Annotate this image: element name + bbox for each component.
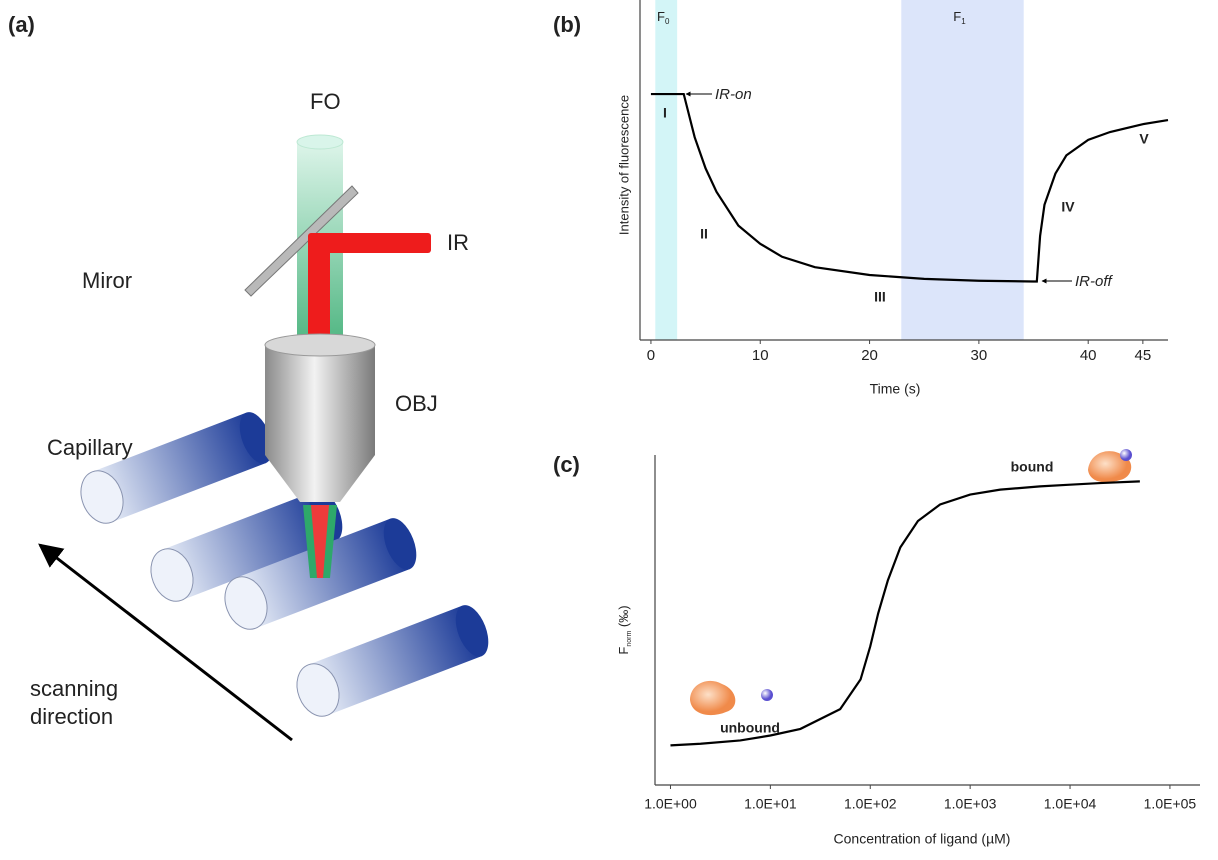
label-fo: FO — [310, 89, 341, 114]
panel-label: (a) — [8, 12, 35, 37]
band-label: F0 — [657, 9, 670, 26]
annotation: IR-on — [715, 86, 752, 103]
annotation: IR-off — [1075, 273, 1114, 290]
label-mirror: Miror — [82, 268, 132, 293]
annotation: bound — [1011, 459, 1054, 475]
x-tick-label: 1.0E+02 — [844, 796, 897, 812]
x-tick-label: 1.0E+05 — [1144, 796, 1197, 812]
phase-label: II — [700, 226, 708, 242]
y-title-unit: (‰) — [616, 605, 631, 630]
x-tick-label: 20 — [861, 347, 878, 364]
label-capillary: Capillary — [47, 435, 133, 460]
band-label-main: F — [657, 9, 665, 24]
x-tick-label: 30 — [971, 347, 988, 364]
x-tick-label: 45 — [1135, 347, 1152, 364]
data-line — [650, 92, 1169, 283]
shaded-band — [655, 0, 678, 340]
x-tick-label: 1.0E+01 — [744, 796, 797, 812]
shaded-band — [901, 0, 1024, 340]
phase-label: I — [663, 105, 667, 121]
x-tick-label: 10 — [752, 347, 769, 364]
x-tick-label: 0 — [647, 347, 655, 364]
x-tick-label: 1.0E+00 — [644, 796, 697, 812]
x-axis-title: Time (s) — [870, 381, 921, 397]
label-scanning: scanning — [30, 676, 118, 701]
x-tick-label: 1.0E+04 — [1044, 796, 1097, 812]
data-line — [670, 480, 1140, 747]
x-axis-title: Concentration of ligand (µM) — [834, 831, 1011, 847]
band-label-sub: 0 — [665, 17, 670, 26]
band-label: F1 — [953, 9, 966, 26]
x-tick-label: 1.0E+03 — [944, 796, 997, 812]
panel-label: (c) — [553, 452, 580, 477]
scan-arrow — [38, 543, 293, 742]
y-axis-title: Intensity of fluorescence — [616, 95, 631, 235]
phase-label: V — [1139, 131, 1149, 147]
label-ir: IR — [447, 230, 469, 255]
phase-label: IV — [1061, 199, 1075, 215]
phase-label: III — [874, 289, 886, 305]
y-axis-title: Fnorm (‰) — [616, 605, 632, 654]
y-title-main: F — [616, 647, 631, 655]
y-title-sub: norm — [626, 631, 633, 647]
annotation: unbound — [720, 720, 780, 736]
capillaries — [80, 412, 489, 717]
x-tick-label: 40 — [1080, 347, 1097, 364]
unbound-icon — [690, 680, 773, 716]
instrument — [244, 134, 431, 578]
band-label-sub: 1 — [961, 17, 966, 26]
label-direction: direction — [30, 704, 113, 729]
bound-icon — [1088, 449, 1132, 483]
band-label-main: F — [953, 9, 961, 24]
label-obj: OBJ — [395, 391, 438, 416]
panel-label: (b) — [553, 12, 581, 37]
